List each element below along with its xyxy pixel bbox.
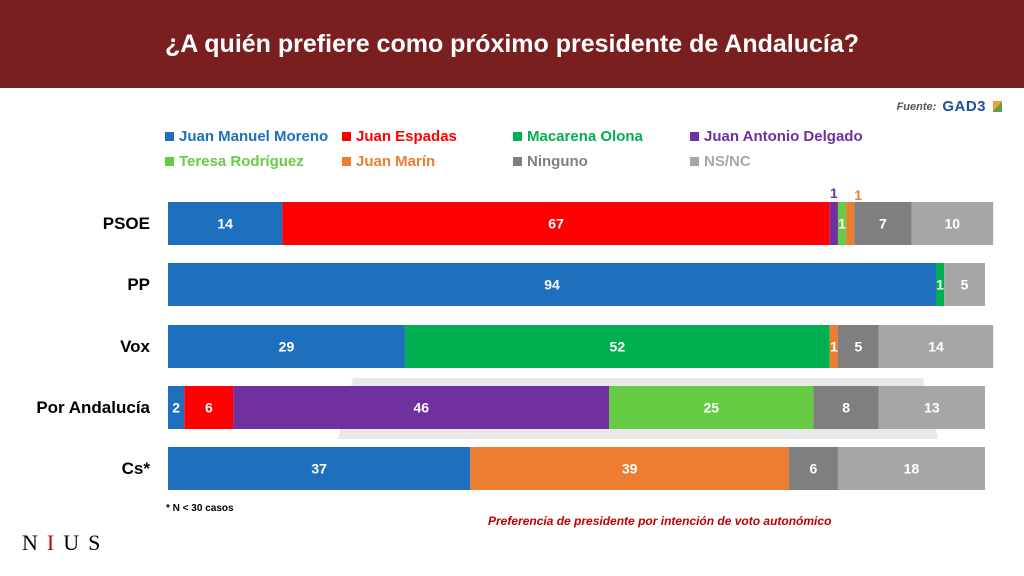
chart-caption: Preferencia de presidente por intención … <box>488 514 832 528</box>
data-label: 5 <box>854 339 862 355</box>
bar-segment <box>813 386 879 429</box>
data-label: 5 <box>961 277 969 293</box>
gad3-cube-icon <box>993 101 1002 112</box>
data-label: 94 <box>544 277 560 293</box>
logo-letter: U <box>63 530 89 555</box>
bar-segment <box>609 386 814 429</box>
title-bar: ¿A quién prefiere como próximo president… <box>0 0 1024 88</box>
data-label: 13 <box>924 400 940 416</box>
data-label: 1 <box>838 216 846 232</box>
nius-logo: NIUS <box>22 530 109 556</box>
data-label: 1 <box>830 185 838 201</box>
bar-segment <box>911 202 994 245</box>
source-label: Fuente: <box>896 100 937 113</box>
bar-segment <box>168 447 471 490</box>
data-label: 1 <box>830 339 838 355</box>
logo-letter: S <box>88 530 110 555</box>
data-label: 6 <box>205 400 213 416</box>
bar-segment <box>788 447 838 490</box>
data-label: 52 <box>610 339 626 355</box>
bar-segment <box>944 263 985 306</box>
bar-segment <box>837 447 985 490</box>
category-label: Cs* <box>121 458 150 478</box>
legend-swatch <box>165 132 174 141</box>
data-label: 67 <box>548 216 564 232</box>
legend-label: Macarena Olona <box>527 128 643 145</box>
data-label: 2 <box>172 400 180 416</box>
data-label: 29 <box>279 339 295 355</box>
legend-swatch <box>513 132 522 141</box>
legend-item: Macarena Olona <box>513 128 643 145</box>
legend-label: Juan Manuel Moreno <box>179 128 329 145</box>
bar-segment <box>168 263 936 306</box>
legend-label: Juan Marín <box>356 153 436 170</box>
category-label: Por Andalucía <box>36 397 150 417</box>
legend-swatch <box>513 157 522 166</box>
data-label: 14 <box>928 339 944 355</box>
legend-swatch <box>690 132 699 141</box>
legend-item: Juan Manuel Moreno <box>165 128 328 145</box>
bar-segment <box>233 386 610 429</box>
chart-title: ¿A quién prefiere como próximo president… <box>164 29 860 58</box>
legend-label: Ninguno <box>527 153 588 170</box>
data-label: 10 <box>945 216 961 232</box>
category-label: PP <box>127 274 150 294</box>
data-label: 18 <box>904 461 920 477</box>
bar-segment <box>837 325 879 368</box>
gad3-logo: GAD3 <box>942 98 986 115</box>
legend-swatch <box>342 157 351 166</box>
data-label: 39 <box>622 461 638 477</box>
bar-segment <box>168 202 283 245</box>
bar-segment <box>854 202 912 245</box>
legend-item: Juan Espadas <box>342 128 457 145</box>
bar-segment <box>837 202 847 245</box>
bar-segment <box>829 202 838 245</box>
bar-segment <box>935 263 945 306</box>
bar-segment <box>184 386 234 429</box>
legend-item: NS/NC <box>690 153 751 170</box>
legend-label: Juan Antonio Delgado <box>704 128 863 145</box>
data-label: 6 <box>810 461 818 477</box>
data-label: 46 <box>413 400 429 416</box>
data-label: 7 <box>879 216 887 232</box>
bar-segment <box>470 447 789 490</box>
source: Fuente: GAD3 <box>897 98 1002 115</box>
data-label: 14 <box>217 216 233 232</box>
bar-segment <box>168 325 405 368</box>
data-label: 8 <box>842 400 850 416</box>
legend-swatch <box>690 157 699 166</box>
legend-item: Ninguno <box>513 153 588 170</box>
footnote: * N < 30 casos <box>166 503 234 514</box>
legend-label: NS/NC <box>704 153 751 170</box>
bar-segment <box>829 325 838 368</box>
bar-segment <box>846 202 855 245</box>
bar-segment <box>878 386 985 429</box>
legend-item: Teresa Rodríguez <box>165 153 304 170</box>
data-label: 1 <box>854 187 862 203</box>
category-label: PSOE <box>102 213 150 233</box>
logo-letter: I <box>46 530 64 555</box>
legend-label: Juan Espadas <box>356 128 457 145</box>
bar-segment <box>282 202 830 245</box>
logo-letter: N <box>22 530 47 555</box>
data-label: 25 <box>704 400 720 416</box>
legend-item: Juan Antonio Delgado <box>690 128 863 145</box>
bar-segment <box>168 386 185 429</box>
legend-label: Teresa Rodríguez <box>179 153 304 170</box>
data-label: 37 <box>311 461 327 477</box>
bar-segment <box>878 325 994 368</box>
bar-segment <box>404 325 830 368</box>
legend-swatch <box>165 157 174 166</box>
legend-item: Juan Marín <box>342 153 435 170</box>
data-label: 1 <box>936 277 944 293</box>
legend-swatch <box>342 132 351 141</box>
category-label: Vox <box>120 336 150 356</box>
